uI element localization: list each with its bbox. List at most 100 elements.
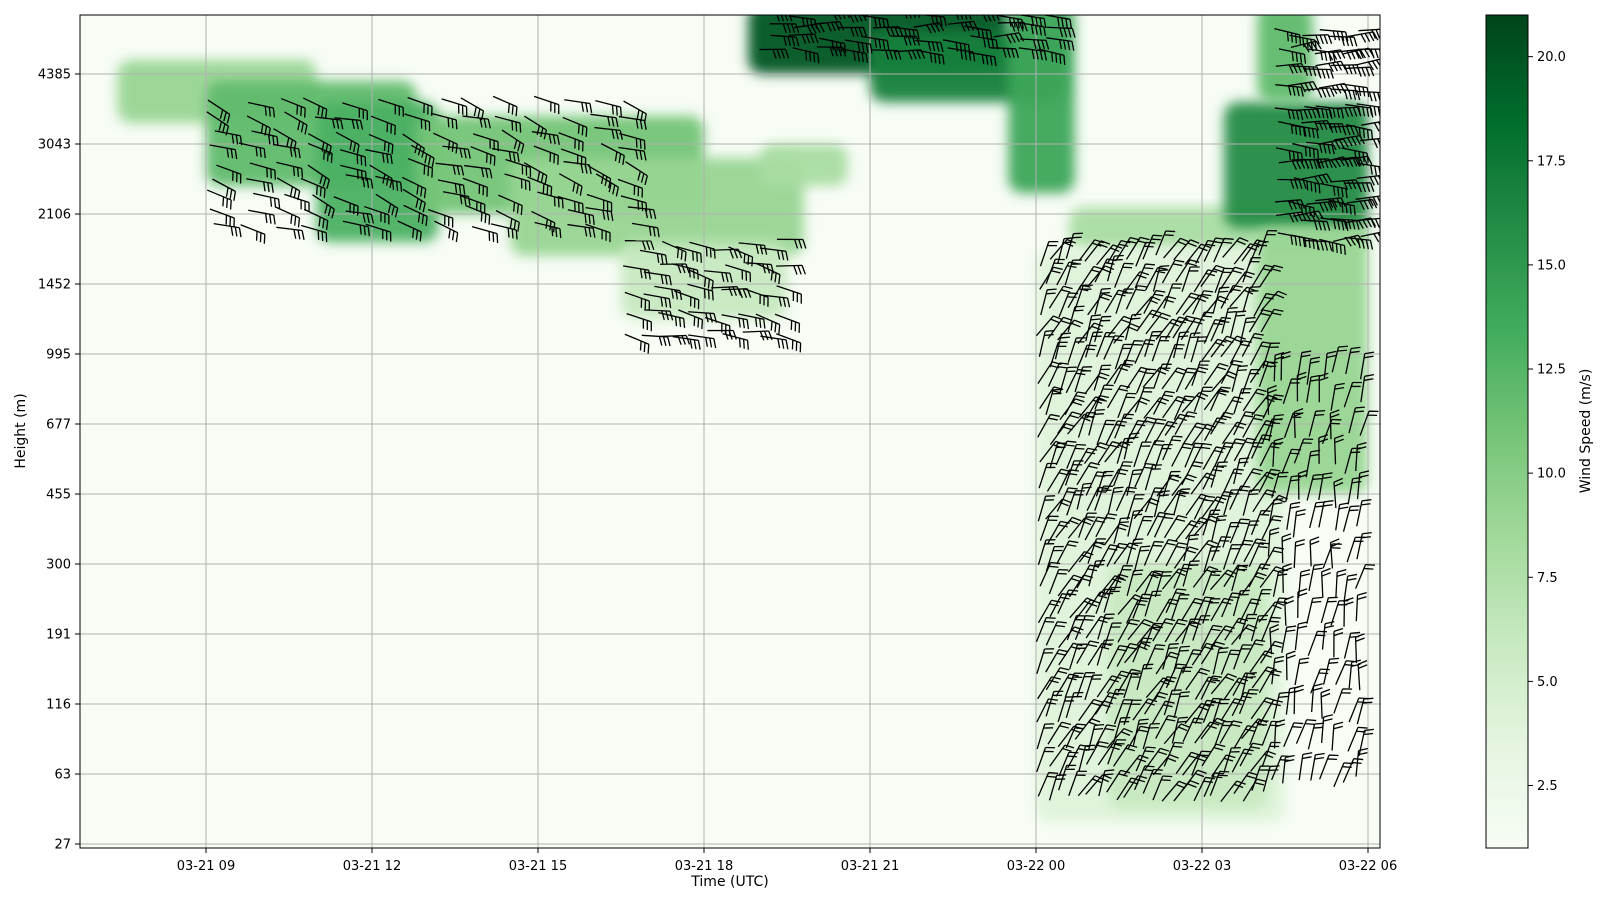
grid	[80, 15, 1380, 848]
wind-barb	[1039, 240, 1059, 267]
wind-barb	[1076, 461, 1100, 486]
wind-barb	[430, 112, 458, 130]
wind-speed-region	[1224, 102, 1368, 228]
wind-barb	[1095, 588, 1115, 614]
wind-barb	[1213, 237, 1234, 263]
wind-barb	[1116, 643, 1140, 667]
wind-barb	[427, 208, 454, 228]
wind-barb	[1333, 627, 1344, 658]
wind-barb	[1097, 742, 1123, 766]
wind-barb	[1281, 625, 1297, 653]
wind-barb	[1135, 746, 1156, 772]
wind-barb	[1210, 569, 1237, 591]
wind-barb	[1359, 410, 1379, 436]
wind-barb	[1164, 316, 1189, 340]
wind-barb	[1317, 138, 1349, 151]
wind-barb	[1220, 266, 1245, 290]
wind-barb	[375, 193, 399, 218]
wind-barb	[567, 209, 595, 226]
wind-barb	[1132, 416, 1157, 440]
wind-barb	[340, 164, 367, 182]
wind-barb	[1333, 434, 1344, 465]
wind-barb	[1297, 569, 1311, 598]
wind-barb	[1058, 751, 1079, 777]
wind-barb	[1306, 473, 1323, 501]
wind-barb	[776, 285, 802, 304]
wind-barb	[1088, 409, 1105, 436]
wind-barb	[1123, 699, 1142, 726]
wind-barb	[968, 51, 997, 67]
wind-barb	[1152, 390, 1175, 415]
wind-barb	[1301, 173, 1333, 186]
wind-barb	[1126, 494, 1145, 520]
wind-barb	[1202, 598, 1221, 624]
wind-barb	[464, 164, 493, 179]
wind-speed-region	[1008, 15, 1075, 193]
wind-barb	[1193, 386, 1213, 412]
wind-barb	[442, 191, 471, 206]
wind-barb	[1083, 442, 1109, 465]
wind-barb	[1229, 518, 1250, 544]
wind-barb	[1145, 312, 1171, 335]
wind-barb	[1329, 409, 1340, 440]
colorbar-tick-label: 12.5	[1537, 363, 1566, 378]
wind-barb	[1162, 435, 1183, 461]
wind-barb	[411, 144, 435, 168]
wind-barb	[1114, 262, 1134, 288]
wind-speed-region	[510, 158, 804, 256]
wind-barb	[1200, 675, 1222, 700]
wind-barb	[1144, 747, 1170, 770]
wind-barb	[1223, 747, 1241, 774]
wind-barb	[905, 15, 921, 19]
wind-barb	[1085, 741, 1109, 765]
wind-barb	[1321, 567, 1331, 598]
wind-barb	[300, 177, 326, 198]
wind-barb	[1344, 236, 1374, 250]
wind-barb	[1191, 360, 1210, 386]
wind-barb	[564, 99, 593, 113]
wind-barb	[631, 222, 660, 238]
wind-barb	[639, 249, 668, 265]
wind-barb	[1358, 728, 1374, 757]
wind-barb	[534, 221, 562, 239]
wind-barb	[1261, 515, 1283, 540]
wind-barb	[303, 208, 329, 231]
wind-barb	[1153, 513, 1175, 538]
wind-barb	[1087, 538, 1106, 564]
wind-barb	[1308, 563, 1324, 592]
wind-barb	[437, 179, 466, 195]
wind-barb	[1117, 668, 1141, 693]
wind-barb	[1355, 442, 1367, 472]
wind-barb	[1238, 613, 1258, 640]
wind-barb	[1346, 198, 1378, 210]
wind-barb	[280, 97, 306, 118]
wind-barb	[1039, 515, 1059, 541]
wind-barb	[1037, 495, 1056, 522]
wind-barb	[1220, 698, 1245, 722]
wind-barb	[1292, 509, 1306, 538]
wind-barb	[1271, 471, 1289, 499]
wind-barb	[1280, 351, 1291, 381]
wind-barb	[919, 15, 947, 27]
wind-barb	[1020, 38, 1050, 50]
wind-barb	[760, 335, 789, 350]
wind-barb	[1058, 764, 1077, 791]
y-tick-label: 4385	[38, 68, 71, 83]
wind-barb	[861, 35, 890, 50]
wind-barb	[1331, 721, 1344, 751]
wind-barb	[1133, 765, 1155, 791]
wind-barb	[524, 115, 548, 140]
wind-barb	[1242, 388, 1267, 412]
wind-barb	[1293, 684, 1304, 715]
wind-barb	[1277, 178, 1307, 190]
wind-barb	[246, 178, 274, 193]
colorbar-tick-label: 17.5	[1537, 154, 1566, 169]
wind-barb	[1044, 15, 1073, 29]
wind-barb	[711, 286, 742, 297]
colorbar-ticks: 2.5 5.0 7.5 10.0 12.5 15.0 17.5 20.0	[1528, 50, 1566, 794]
wind-barb	[1348, 406, 1365, 434]
wind-barb	[1241, 332, 1264, 357]
wind-barb	[1229, 310, 1247, 338]
wind-barb	[1124, 340, 1144, 366]
wind-barb	[1248, 309, 1273, 333]
